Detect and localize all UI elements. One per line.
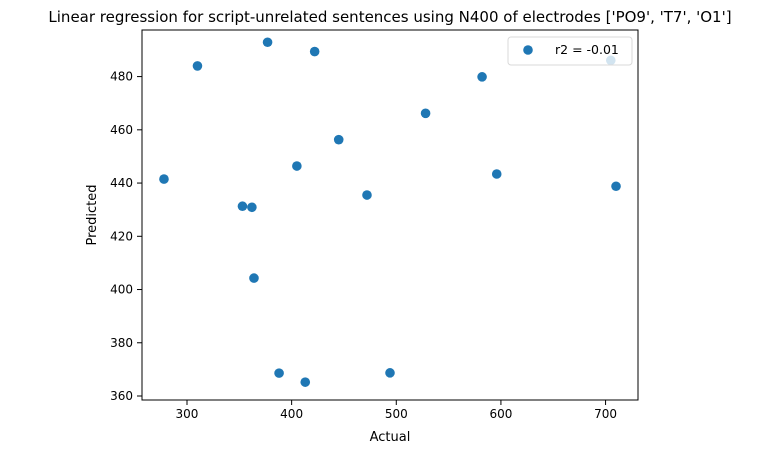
scatter-point: [249, 273, 259, 283]
y-tick-label: 380: [110, 336, 133, 350]
scatter-point: [477, 72, 487, 82]
x-tick-label: 500: [385, 407, 408, 421]
y-tick-label: 440: [110, 176, 133, 190]
y-tick-label: 480: [110, 70, 133, 84]
legend-label: r2 = -0.01: [555, 42, 619, 57]
axes-frame: [141, 29, 639, 401]
scatter-point: [420, 108, 431, 119]
scatter-point: [159, 174, 169, 184]
scatter-point: [385, 368, 395, 378]
x-tick-label: 300: [176, 407, 199, 421]
scatter-point: [192, 61, 203, 71]
y-tick-label: 400: [110, 283, 133, 297]
legend-frame: [507, 36, 633, 66]
x-axis-label: Actual: [370, 430, 411, 445]
scatter-point: [247, 202, 257, 213]
scatter-point: [300, 377, 311, 387]
scatter-point: [274, 368, 284, 378]
y-tick-label: 420: [110, 229, 133, 243]
x-tick-label: 700: [594, 407, 617, 421]
scatter-points: [159, 37, 621, 387]
plot-area: 300 400 500 600 700 360 380 400 420 440 460 480: [110, 29, 639, 421]
legend-marker: [523, 45, 533, 55]
scatter-point: [309, 46, 320, 57]
y-tick-label: 460: [110, 123, 133, 137]
y-axis-label: Predicted: [85, 184, 100, 245]
y-tick-label: 360: [110, 389, 133, 403]
scatter-point: [292, 161, 302, 171]
scatter-point: [333, 134, 344, 145]
y-axis-ticks: 360 380 400 420 440 460 480: [110, 70, 142, 403]
chart-title: Linear regression for script-unrelated s…: [48, 8, 731, 26]
axes: 300 400 500 600 700 360 380 400 420 440 460 480: [110, 29, 639, 421]
scatter-point: [237, 201, 248, 212]
scatter-point: [362, 190, 372, 200]
scatter-point: [491, 169, 502, 179]
x-tick-label: 400: [280, 407, 303, 421]
x-tick-label: 600: [489, 407, 512, 421]
scatter-point: [611, 181, 621, 192]
x-axis-ticks: 300 400 500 600 700: [176, 400, 617, 421]
legend: r2 = -0.01: [507, 36, 633, 66]
scatter-point: [262, 37, 273, 48]
plot-background: [142, 30, 638, 400]
